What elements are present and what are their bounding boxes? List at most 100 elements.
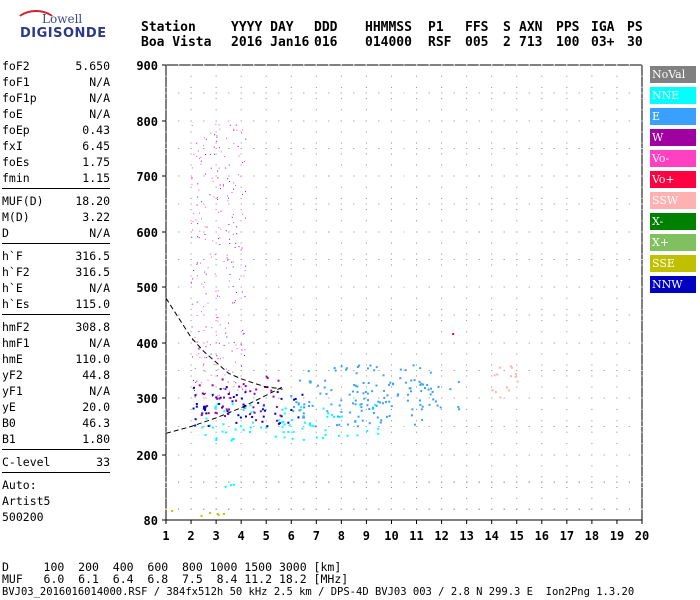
grid-dot: [265, 497, 267, 499]
grid-dot: [240, 242, 242, 244]
grid-dot: [265, 164, 267, 166]
param-value: 316.5: [75, 265, 110, 279]
grid-dot: [240, 98, 242, 100]
grid-dot: [215, 364, 217, 366]
hdr-ps: PS 30: [627, 20, 643, 50]
grid-dot: [215, 331, 217, 333]
hdr-p1: P1 RSF: [428, 20, 452, 50]
grid-dot: [165, 308, 167, 310]
ionogram-parameters: foF2 5.650 foF1 N/A foF1p N/A foE N/A foEp 0.43 fx…: [2, 58, 110, 525]
param-label: C-level: [2, 455, 51, 469]
param-row-hme: hmE 110.0: [2, 351, 110, 367]
param-row-yf2: yF2 44.8: [2, 367, 110, 383]
grid-dot: [165, 275, 167, 277]
grid-dot: [290, 220, 292, 222]
grid-dot: [290, 476, 292, 478]
grid-dot: [290, 465, 292, 467]
param-label: D: [2, 226, 9, 240]
hdr-iga: IGA 03+: [591, 20, 615, 50]
grid-dot: [315, 131, 317, 133]
param-value: 6.45: [82, 139, 110, 153]
grid-dot: [215, 353, 217, 355]
grid-dot: [240, 487, 242, 488]
param-label: h`E: [2, 281, 23, 295]
grid-dot: [315, 443, 317, 445]
grid-dot: [265, 197, 267, 199]
param-label: foEp: [2, 123, 30, 137]
grid-dot: [290, 275, 292, 277]
grid-dot: [165, 353, 167, 355]
grid-dot: [165, 75, 167, 77]
grid-dot: [190, 242, 192, 244]
param-row-hmf2: hmF2 308.8: [2, 319, 110, 335]
param-row-he: h`E N/A: [2, 280, 110, 296]
grid-dot: [190, 109, 192, 111]
param-label: yF1: [2, 384, 23, 398]
grid-dot: [190, 253, 192, 255]
grid-dot: [315, 186, 317, 188]
param-label: yE: [2, 400, 16, 414]
grid-dot: [215, 297, 217, 299]
grid-dot: [315, 420, 317, 422]
grid-dot: [190, 275, 192, 277]
param-row-fmin: fmin 1.15: [2, 170, 110, 186]
grid-dot: [165, 375, 167, 377]
grid-dot: [165, 431, 167, 433]
grid-dot: [265, 431, 267, 433]
grid-dot: [265, 364, 267, 366]
grid-dot: [265, 209, 267, 211]
param-value: 5.650: [75, 59, 110, 73]
grid-dot: [265, 487, 267, 488]
grid-dot: [265, 242, 267, 244]
grid-dot: [165, 220, 167, 222]
grid-dot: [215, 164, 217, 166]
grid-dot: [215, 75, 217, 77]
grid-dot: [315, 242, 317, 244]
param-row-b1: B1 1.80: [2, 431, 110, 447]
grid-dot: [240, 253, 242, 255]
param-label: foF1p: [2, 91, 37, 105]
grid-dot: [265, 264, 267, 266]
param-value: 1.80: [82, 432, 110, 446]
grid-dot: [240, 197, 242, 199]
param-value: 44.8: [82, 368, 110, 382]
param-value: N/A: [89, 336, 110, 350]
grid-dot: [265, 275, 267, 277]
grid-dot: [190, 431, 192, 433]
grid-dot: [190, 164, 192, 166]
grid-dot: [165, 264, 167, 266]
grid-dot: [240, 386, 242, 388]
grid-dot: [165, 331, 167, 333]
grid-dot: [190, 364, 192, 366]
grid-dot: [240, 86, 242, 88]
grid-dot: [240, 375, 242, 377]
param-label: h`F: [2, 249, 23, 263]
param-row-fxi: fxI 6.45: [2, 138, 110, 154]
grid-dot: [315, 476, 317, 478]
param-separator: [2, 243, 110, 244]
grid-dot: [165, 98, 167, 100]
grid-dot: [265, 476, 267, 478]
grid-dot: [215, 386, 217, 388]
param-separator: [2, 188, 110, 189]
param-row-fof2: foF2 5.650: [2, 58, 110, 74]
grid-dot: [315, 253, 317, 255]
grid-dot: [290, 308, 292, 310]
grid-dot: [290, 197, 292, 199]
grid-dot: [290, 242, 292, 244]
grid-dot: [315, 320, 317, 322]
grid-dot: [190, 264, 192, 266]
grid-dot: [215, 476, 217, 478]
grid-dot: [240, 443, 242, 445]
grid-dot: [165, 386, 167, 388]
grid-dot: [315, 497, 317, 499]
param-label: h`Es: [2, 297, 30, 311]
grid-dot: [290, 443, 292, 445]
grid-dot: [190, 220, 192, 222]
grid-dot: [290, 386, 292, 388]
grid-dot: [215, 375, 217, 377]
grid-dot: [265, 186, 267, 188]
grid-dot: [215, 408, 217, 410]
param-row-foes: foEs 1.75: [2, 154, 110, 170]
grid-dot: [265, 443, 267, 445]
